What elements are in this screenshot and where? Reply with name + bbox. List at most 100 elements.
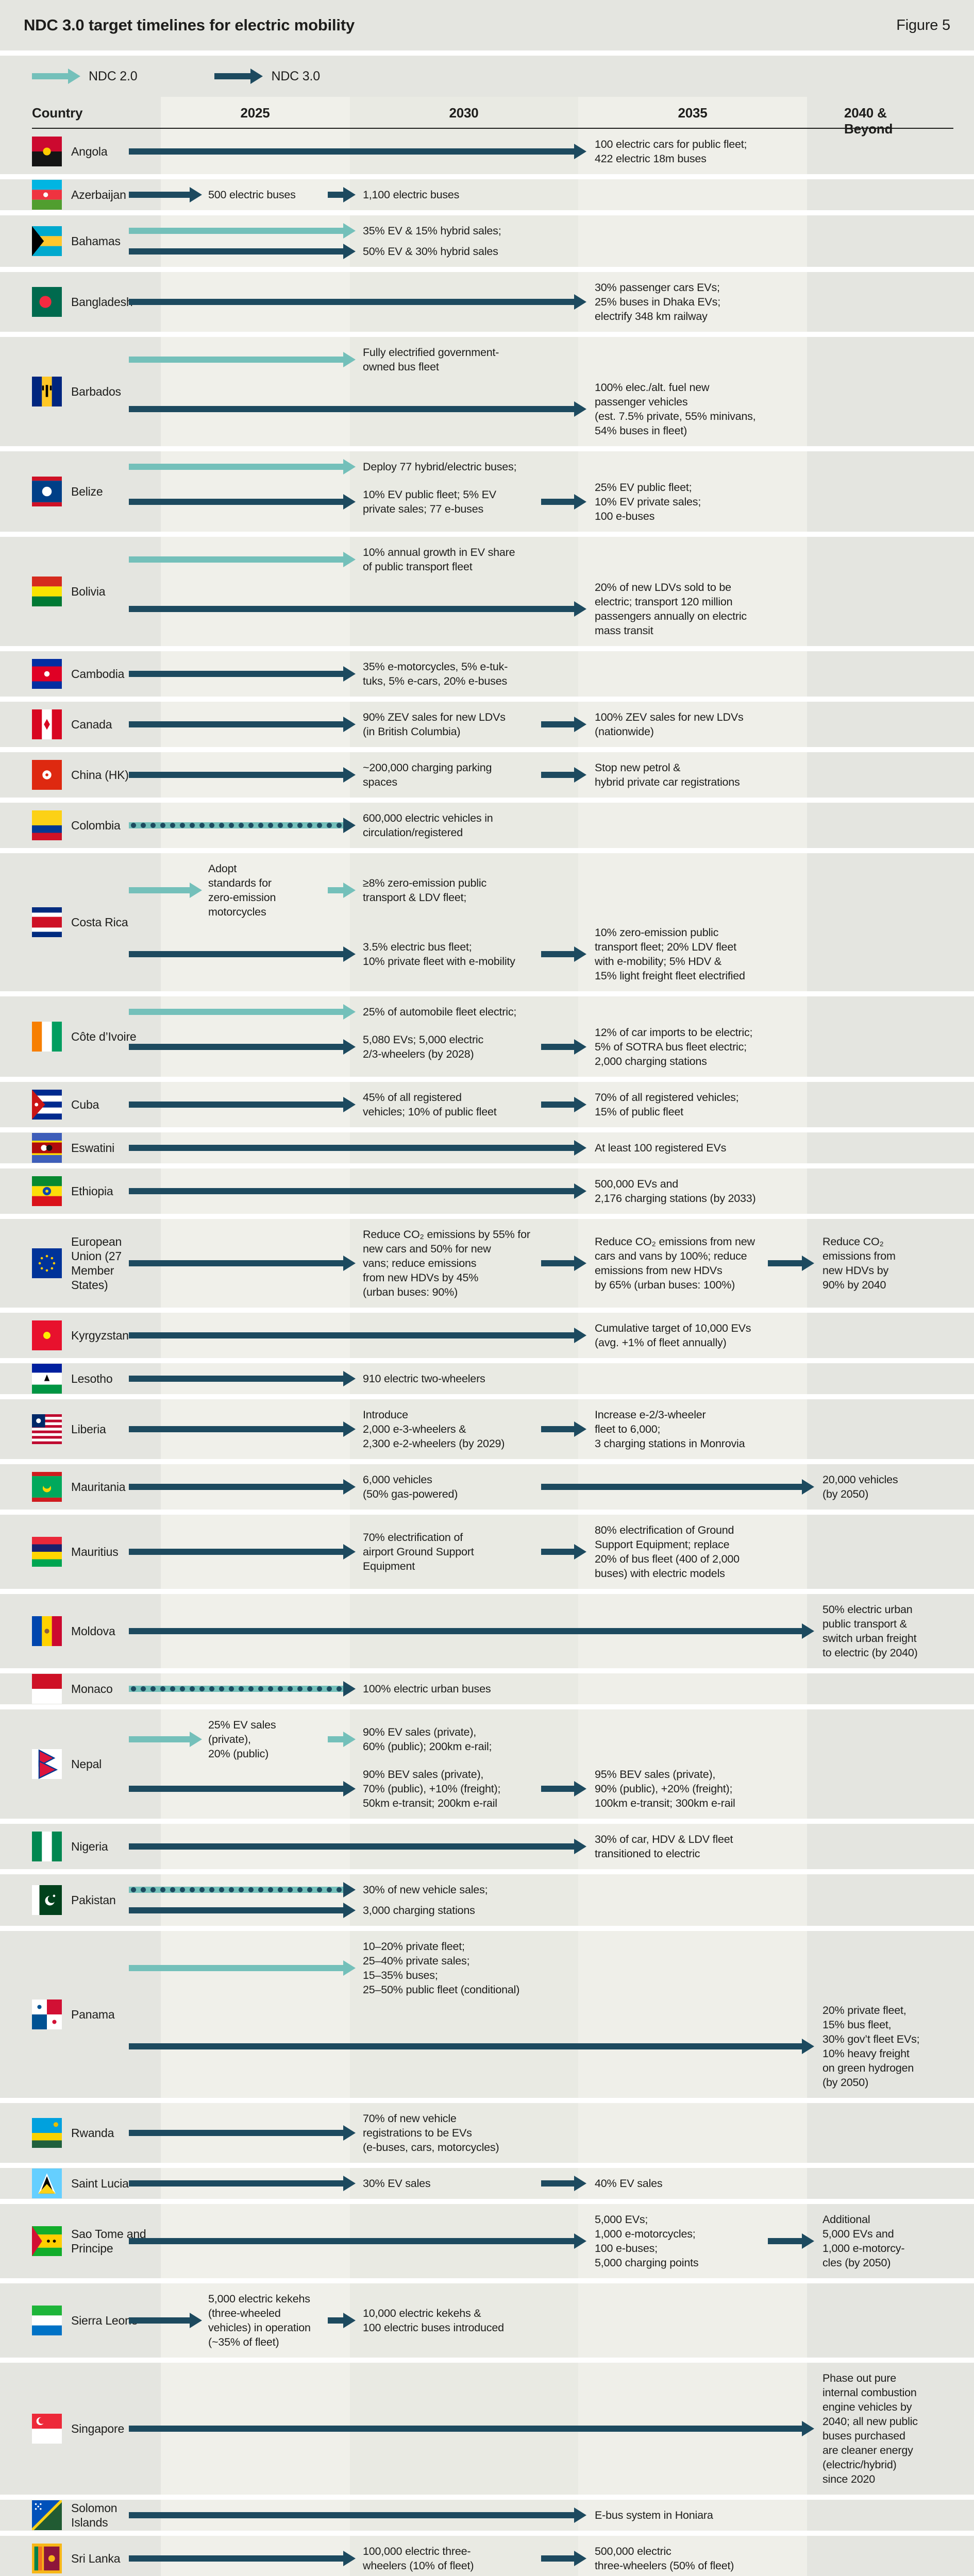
belize-flag-icon [32,477,62,506]
moldova-flag-icon [32,1616,62,1646]
target-2025-text: 500 electric buses [208,189,296,201]
nepal-flag-icon [32,1749,62,1779]
timeline-item: 25% of automobile fleet electric; [0,1002,974,1022]
arrow-ndc30-icon [768,2233,814,2249]
row-separator [0,747,974,752]
timeline-item: 6,000 vehicles (50% gas-powered) 20,000 ve… [0,1469,974,1504]
timeline-item: At least 100 registered EVs [0,1138,974,1158]
arrow-ndc2-3-dotted-icon [129,1882,356,1897]
row-separator [0,1704,974,1709]
target-2035-text: 500,000 electric three-wheelers (50% of f… [595,2545,734,2572]
target-2040-text: Additional 5,000 EVs and 1,000 e-motorcy-c… [822,2213,905,2269]
target-2030-text: 3.5% electric bus fleet; 10% private flee… [363,941,515,968]
timeline-table: Country 2025 2030 2035 2040 & Beyond Ang… [0,97,974,2576]
ndc3-arrow-icon [214,69,263,84]
target-2030-text: 35% e-motorcycles, 5% e-tuk-tuks, 5% e-c… [363,660,508,687]
row-canada: Canada 90% ZEV sales for new LDVs (in Brit… [0,702,974,747]
row-bangladesh: Bangladesh 30% passenger cars EVs; 25% bus… [0,272,974,332]
target-2030-text: 35% EV & 15% hybrid sales; [363,225,501,237]
timeline-item: Deploy 77 hybrid/electric buses; [0,456,974,477]
target-2035-text: Cumulative target of 10,000 EVs (avg. +1%… [595,1322,751,1349]
arrow-ndc30-icon [541,1479,814,1495]
arrow-ndc30-icon [129,1623,814,1639]
target-2030-text: 100% electric urban buses [363,1683,491,1695]
singapore-flag-icon [32,2414,62,2444]
timeline-item: 10% annual growth in EV share of public t… [0,542,974,577]
arrow-ndc30-icon [129,1328,586,1343]
row-lesotho: Lesotho 910 electric two-wheelers [0,1363,974,1394]
arrow-ndc30-icon [129,1097,356,1112]
column-header-2040: 2040 & Beyond [844,105,893,137]
target-2030-text: 70% electrification of airport Ground Sup… [363,1531,474,1572]
arrow-ndc30-icon [129,2233,586,2249]
row-saint-lucia: Saint Lucia 30% EV sales 40% EV sales [0,2168,974,2199]
panama-flag-icon [32,1999,62,2029]
liberia-flag-icon [32,1414,62,1444]
arrow-ndc30-icon [129,2176,356,2191]
arrow-ndc2-3-dotted-icon [129,818,356,833]
timeline-item: 70% of new vehicle registrations to be EV… [0,2108,974,2158]
row-nepal: Nepal 25% EV sales (private), 20% (public) 9… [0,1709,974,1819]
timeline-item: 50% EV & 30% hybrid sales [0,241,974,262]
timeline-item: 25% EV sales (private), 20% (public) 90% EV… [0,1715,974,1764]
row-c-te-d-ivoire: Côte d’Ivoire 25% of automobile fleet ele… [0,996,974,1077]
arrow-ndc30-icon [129,2313,202,2328]
country-name: Panama [71,2008,115,2021]
legend-item-ndc3: NDC 3.0 [214,69,320,84]
arrow-ndc30-icon [129,494,356,510]
sri-lanka-flag-icon [32,2544,62,2573]
arrow-ndc30-icon [129,666,356,682]
arrow-ndc30-icon [129,2125,356,2141]
timeline-item: 100 electric cars for public fleet; 422 e… [0,134,974,169]
arrow-ndc30-icon [129,1781,356,1797]
rwanda-flag-icon [32,2118,62,2148]
arrow-ndc30-icon [129,1039,356,1055]
target-2035-text: 100% ZEV sales for new LDVs (nationwide) [595,711,744,738]
arrow-ndc20-icon [129,1732,202,1747]
row-singapore: Singapore Phase out pure internal combusti… [0,2363,974,2495]
arrow-ndc30-icon [541,1039,586,1055]
timeline-item: 100,000 electric three-wheelers (10% of … [0,2541,974,2576]
target-2035-text: E-bus system in Honiara [595,2509,713,2521]
row-bahamas: Bahamas 35% EV & 15% hybrid sales; 50% EV … [0,215,974,267]
target-2030-text: ≥8% zero-emission public transport & LDV … [363,877,487,904]
country-name: Cuba [71,1098,99,1111]
barbados-flag-icon [32,377,62,406]
target-2030-text: Introduce 2,000 e-3-wheelers & 2,300 e-2-w… [363,1409,505,1450]
timeline-item: Introduce 2,000 e-3-wheelers & 2,300 e-2-w… [0,1404,974,1454]
row-separator [0,1926,974,1931]
country-name: Saint Lucia [71,2177,129,2190]
row-ethiopia: Ethiopia 500,000 EVs and 2,176 charging st… [0,1168,974,1214]
arrow-ndc30-icon [129,1421,356,1437]
row-angola: Angola 100 electric cars for public fleet… [0,129,974,174]
bahamas-flag-icon [32,226,62,256]
arrow-ndc20-icon [129,1960,356,1976]
timeline-item: 100% electric urban buses [0,1679,974,1699]
country-name: Nepal [71,1757,102,1771]
row-separator [0,646,974,651]
timeline-item: 30% EV sales 40% EV sales [0,2173,974,2194]
legend-ndc2-label: NDC 2.0 [89,69,138,83]
target-2035-text: 20% of new LDVs sold to be electric; tran… [595,581,747,637]
row-separator [0,1163,974,1168]
timeline-item: 100% elec./alt. fuel new passenger vehicl… [0,377,974,441]
row-separator [0,848,974,853]
target-2035-text: Increase e-2/3-wheeler fleet to 6,000; 3 c… [595,1409,745,1450]
arrow-ndc30-icon [541,1544,586,1560]
target-2035-text: 70% of all registered vehicles; 15% of pu… [595,1091,739,1118]
kyrgyzstan-flag-icon [32,1320,62,1350]
country-name: Sierra Leone [71,2314,138,2327]
row-cuba: Cuba 45% of all registered vehicles; 10% o… [0,1082,974,1127]
country-name: Ethiopia [71,1184,113,1198]
row-solomon-islands: Solomon Islands E-bus system in Honiara [0,2500,974,2531]
row-sri-lanka: Sri Lanka 100,000 electric three-wheelers… [0,2536,974,2576]
arrow-ndc30-icon [129,1183,586,1199]
timeline-item: 35% e-motorcycles, 5% e-tuk-tuks, 5% e-c… [0,656,974,691]
arrow-ndc30-icon [129,1544,356,1560]
timeline-item: 3.5% electric bus fleet; 10% private flee… [0,922,974,986]
arrow-ndc30-icon [541,2176,586,2191]
arrow-ndc30-icon [541,946,586,962]
target-2035-text: Reduce CO₂ emissions from new cars and va… [595,1235,755,1291]
target-2030-text: 45% of all registered vehicles; 10% of pu… [363,1091,497,1118]
timeline-item: 30% passenger cars EVs; 25% buses in Dhak… [0,277,974,327]
